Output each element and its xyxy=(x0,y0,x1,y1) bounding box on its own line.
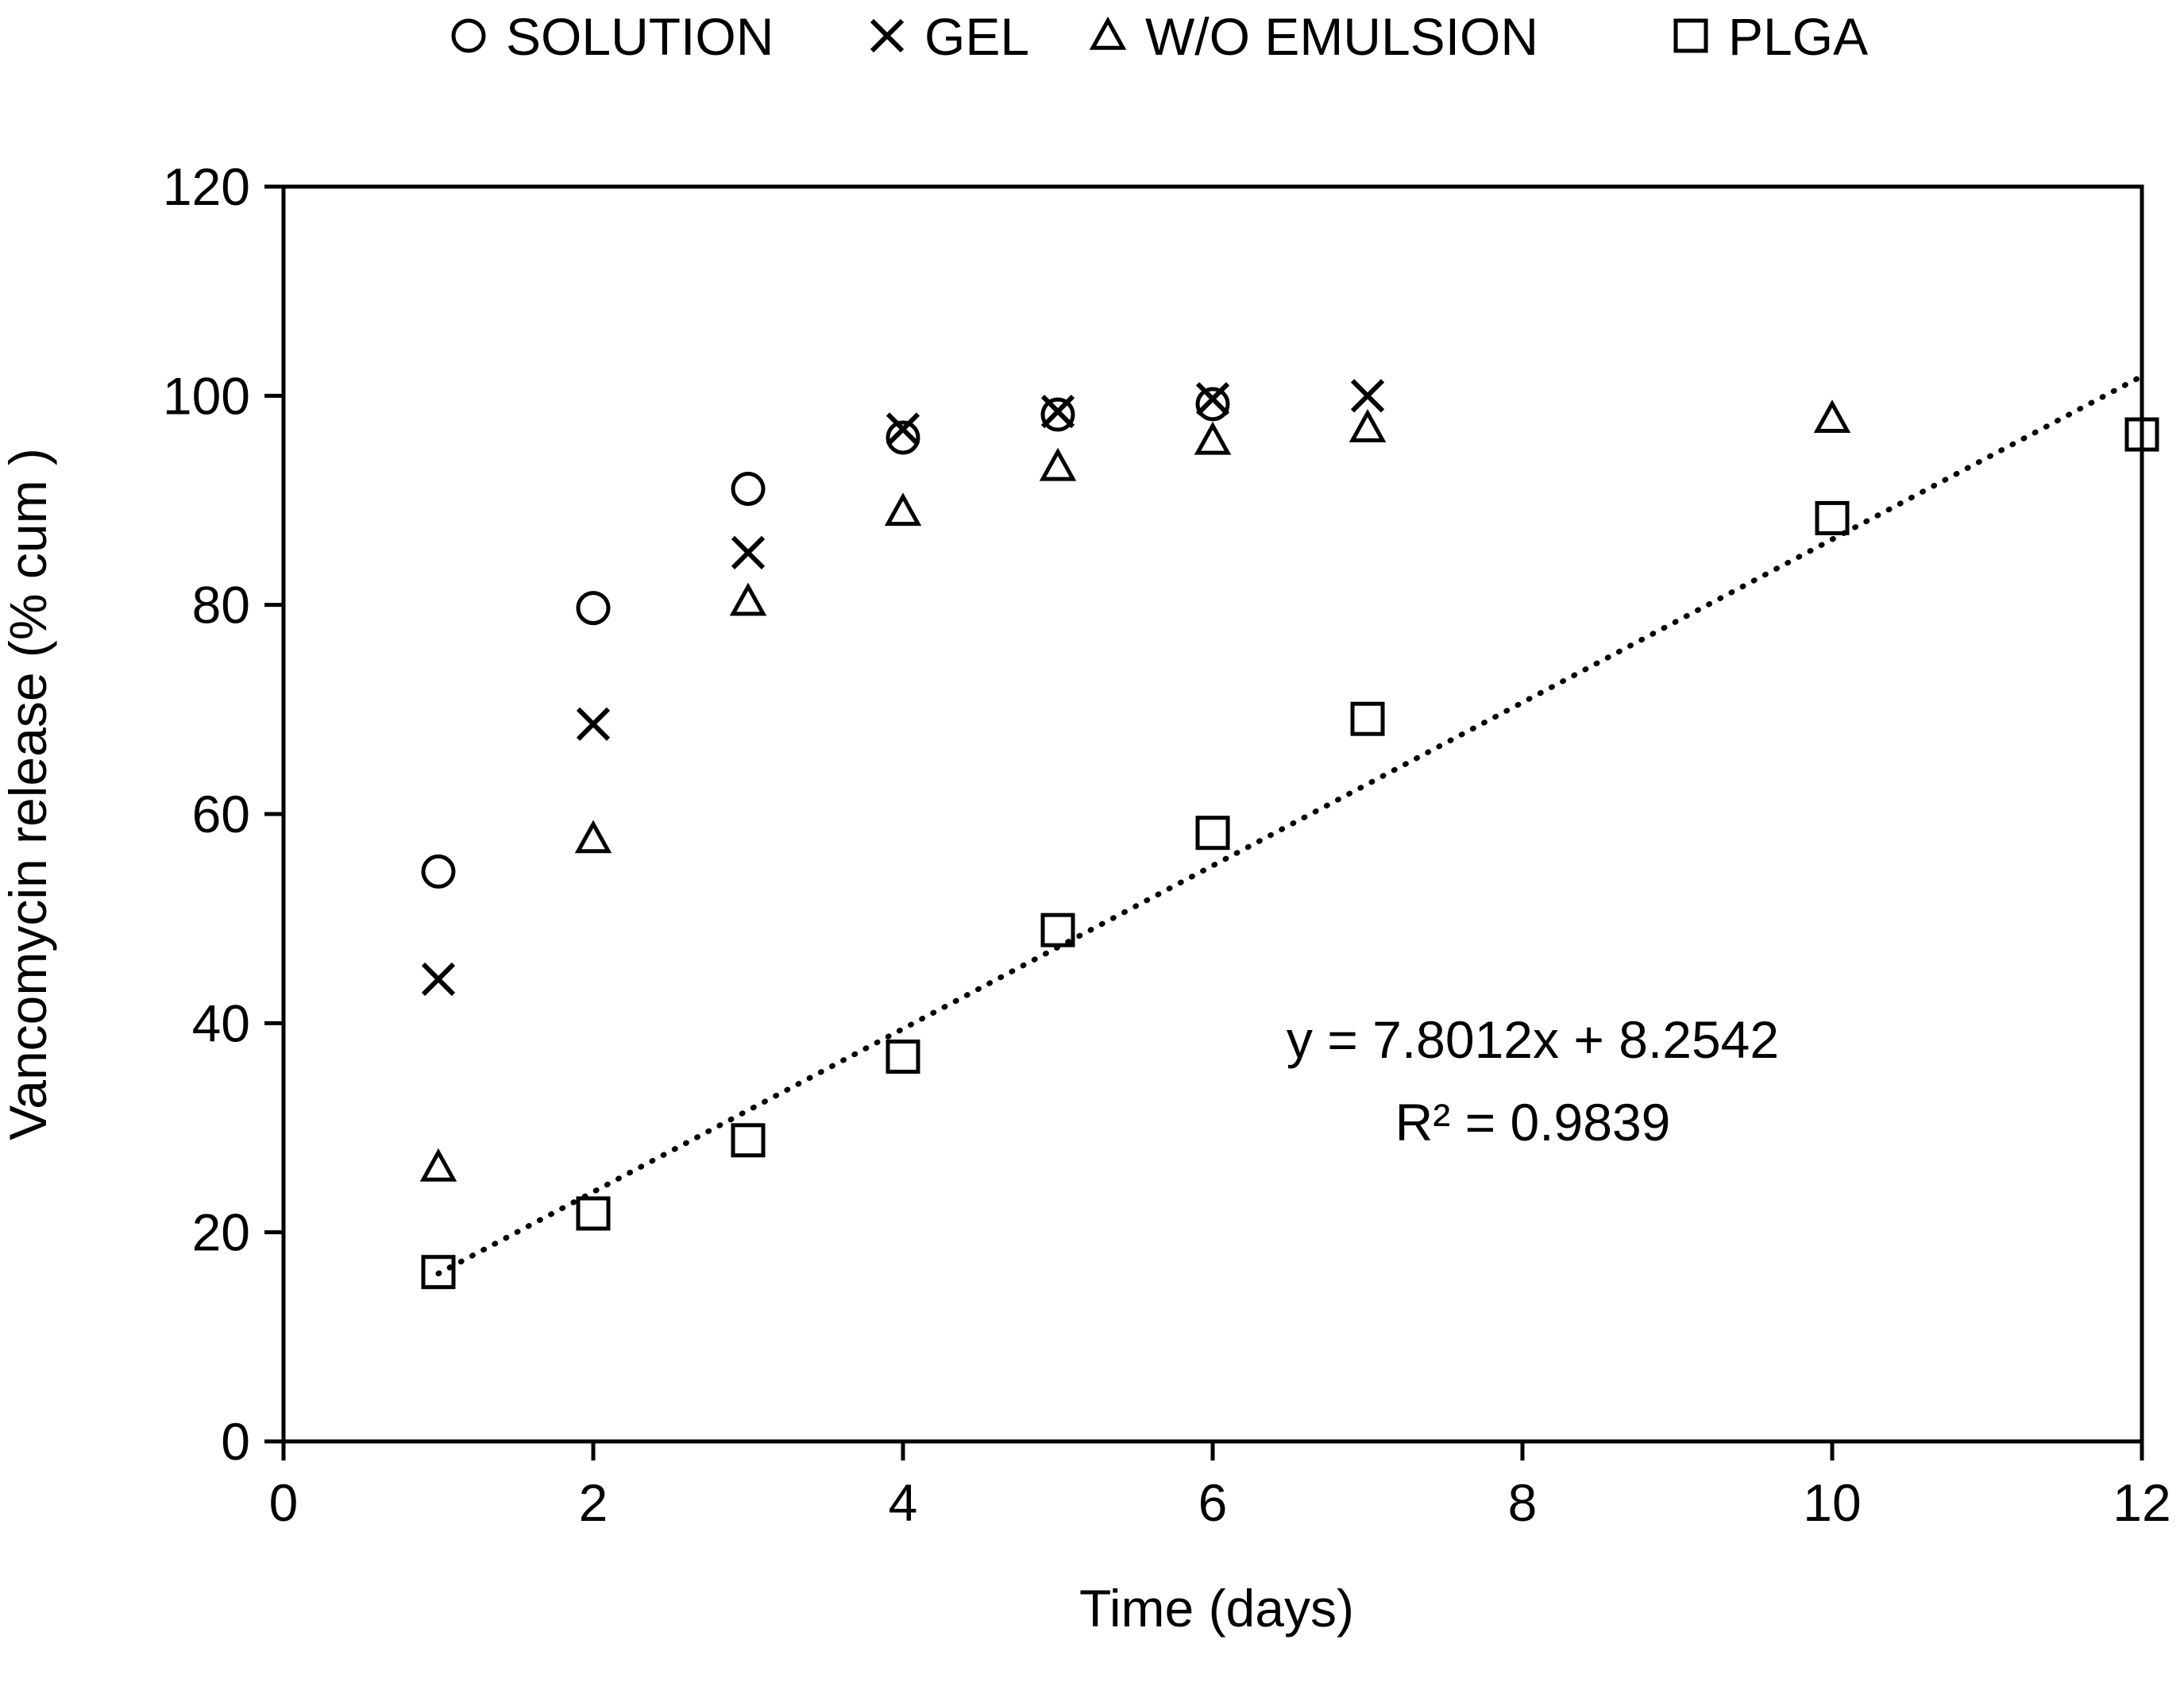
x-tick-label: 8 xyxy=(1508,1473,1538,1532)
x-tick-label: 0 xyxy=(269,1473,299,1532)
gel-point xyxy=(1195,382,1230,416)
legend: SOLUTION GEL W/O EMULSION PLGA xyxy=(451,7,1868,66)
gel-point xyxy=(886,412,920,446)
solution-point xyxy=(1195,387,1230,422)
plga-point xyxy=(731,1123,766,1158)
trendline-r2: R² = 0.9839 xyxy=(1395,1093,1671,1152)
y-tick-label: 80 xyxy=(192,576,250,635)
plot-frame xyxy=(281,184,2144,1444)
w-o-emulsion-point xyxy=(1039,447,1077,481)
y-tick-label: 0 xyxy=(221,1412,250,1471)
legend-plga-label: PLGA xyxy=(1728,7,1868,66)
w-o-emulsion-point xyxy=(1349,409,1387,442)
w-o-emulsion-point xyxy=(729,582,767,616)
gel-point xyxy=(1350,379,1385,413)
plga-point xyxy=(1815,500,1850,535)
legend-w-o-emulsion-marker xyxy=(1089,16,1127,50)
plot-border xyxy=(281,184,2144,1444)
legend-gel-label: GEL xyxy=(924,7,1029,66)
plga-point xyxy=(576,1196,611,1231)
x-tick-label: 2 xyxy=(579,1473,608,1532)
w-o-emulsion-point xyxy=(1813,399,1851,433)
trendline xyxy=(435,373,2145,1277)
x-tick-label: 4 xyxy=(889,1473,918,1532)
solution-point xyxy=(576,591,611,626)
plga-point xyxy=(1350,701,1385,736)
x-axis: 0 2 4 6 8 10 12 xyxy=(269,1441,2171,1532)
x-tick-label: 6 xyxy=(1198,1473,1228,1532)
solution-point xyxy=(886,420,920,455)
gel-point xyxy=(421,962,456,997)
gel-point xyxy=(731,535,766,569)
w-o-emulsion-point xyxy=(1194,421,1232,455)
y-tick-label: 40 xyxy=(192,994,250,1052)
w-o-emulsion-point xyxy=(884,492,922,527)
plga-point xyxy=(421,1255,456,1290)
plga-point xyxy=(886,1039,920,1074)
legend-solution-marker xyxy=(451,18,486,53)
legend-solution-label: SOLUTION xyxy=(506,7,774,66)
y-tick-label: 100 xyxy=(163,366,250,425)
w-o-emulsion-point xyxy=(574,820,612,854)
gel-point xyxy=(576,707,611,741)
trendline-equation: y = 7.8012x + 8.2542 xyxy=(1287,1010,1779,1069)
y-axis-title: Vancomycin release (% cum ) xyxy=(0,448,57,1140)
gel-point xyxy=(1040,394,1075,429)
y-tick-label: 60 xyxy=(192,785,250,843)
solution-point xyxy=(1040,397,1075,432)
solution-point xyxy=(421,854,456,889)
y-tick-label: 20 xyxy=(192,1203,250,1262)
y-tick-label: 120 xyxy=(163,157,250,216)
x-tick-label: 12 xyxy=(2113,1473,2170,1532)
y-axis: 0 20 40 60 80 100 120 xyxy=(163,157,284,1471)
plga-point xyxy=(1040,913,1075,947)
plga-point xyxy=(1195,816,1230,851)
legend-w-o-emulsion-label: W/O EMULSION xyxy=(1145,7,1538,66)
legend-plga-marker xyxy=(1673,18,1708,53)
plga-trendline xyxy=(435,373,2145,1277)
w-o-emulsion-point xyxy=(419,1148,457,1182)
data-points xyxy=(419,379,2159,1290)
x-tick-label: 10 xyxy=(1803,1473,1861,1532)
x-axis-title: Time (days) xyxy=(1079,1579,1354,1638)
solution-point xyxy=(731,472,766,507)
legend-gel-marker xyxy=(870,18,905,53)
plga-point xyxy=(2124,417,2159,452)
